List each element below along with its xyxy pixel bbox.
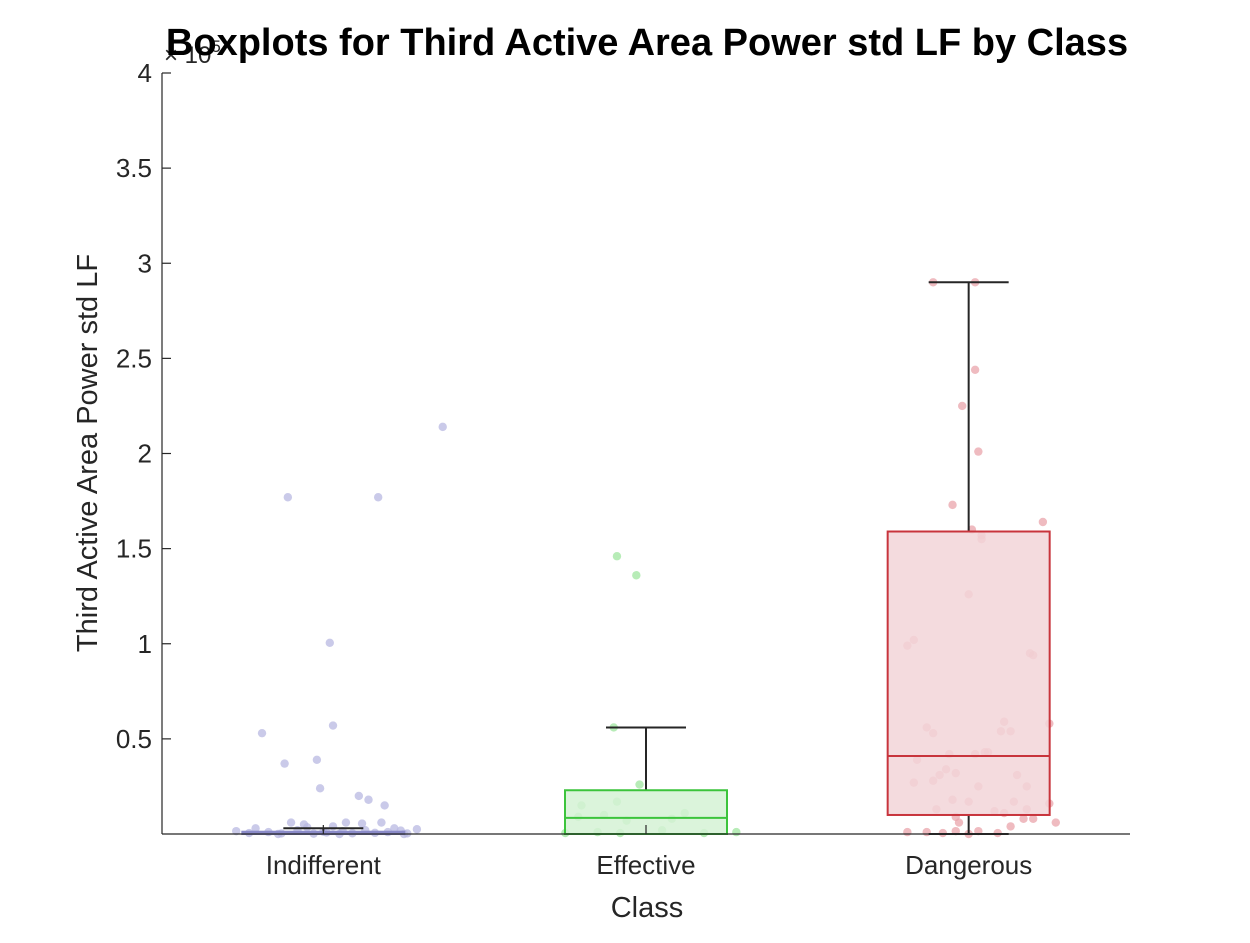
x-ticks: Indifferent Effective Dangerous bbox=[266, 825, 1032, 880]
data-point bbox=[373, 493, 383, 502]
data-point bbox=[970, 365, 980, 374]
data-point bbox=[312, 755, 322, 765]
y-exponent-base: × 10 bbox=[164, 42, 211, 69]
data-point bbox=[1029, 814, 1038, 823]
data-point bbox=[286, 818, 296, 827]
data-point bbox=[325, 638, 334, 647]
y-exponent-label: × 105 bbox=[164, 37, 221, 69]
data-point bbox=[1038, 517, 1048, 527]
chart-title: Boxplots for Third Active Area Power std… bbox=[166, 22, 1128, 64]
y-exponent-power: 5 bbox=[211, 37, 220, 56]
data-point bbox=[315, 784, 325, 793]
data-point bbox=[257, 728, 267, 738]
y-axis-label: Third Active Area Power std LF bbox=[72, 254, 104, 652]
data-point bbox=[364, 795, 373, 804]
data-point bbox=[280, 759, 289, 768]
data-point bbox=[377, 818, 386, 827]
x-tick-label: Effective bbox=[596, 850, 695, 880]
data-point bbox=[632, 571, 641, 580]
box-dangerous bbox=[886, 281, 1051, 835]
data-point bbox=[948, 500, 957, 510]
data-point bbox=[1006, 822, 1015, 831]
data-point bbox=[380, 801, 389, 810]
data-point bbox=[1051, 818, 1060, 827]
data-point bbox=[954, 818, 964, 827]
data-point bbox=[354, 791, 364, 801]
data-point bbox=[438, 422, 447, 432]
y-tick-label: 2 bbox=[138, 439, 152, 469]
x-tick-label: Indifferent bbox=[266, 850, 382, 880]
data-point bbox=[232, 826, 241, 836]
data-point bbox=[612, 552, 622, 561]
y-tick-label: 2.5 bbox=[116, 343, 152, 373]
y-tick-label: 1.5 bbox=[116, 534, 152, 564]
y-tick-label: 0.5 bbox=[116, 724, 152, 754]
data-point bbox=[732, 827, 741, 837]
data-point bbox=[412, 825, 422, 834]
y-tick-label: 3 bbox=[138, 248, 152, 278]
data-point bbox=[357, 819, 367, 828]
data-point bbox=[251, 824, 260, 833]
data-point bbox=[328, 822, 338, 831]
box-iqr bbox=[886, 530, 1051, 816]
y-ticks: 0.5 1 1.5 2 2.5 3 3.5 4 bbox=[116, 58, 171, 754]
x-axis-label: Class bbox=[611, 892, 684, 924]
data-point bbox=[922, 827, 931, 837]
data-point bbox=[328, 721, 338, 730]
x-tick-label: Dangerous bbox=[905, 850, 1032, 880]
data-point bbox=[283, 493, 293, 502]
data-point bbox=[341, 818, 351, 827]
y-tick-label: 4 bbox=[138, 58, 152, 88]
data-point bbox=[390, 824, 399, 833]
y-tick-label: 3.5 bbox=[116, 153, 152, 183]
data-point bbox=[974, 447, 983, 456]
data-point bbox=[903, 827, 912, 837]
data-point bbox=[1019, 814, 1028, 823]
data-point bbox=[635, 780, 644, 789]
y-tick-label: 1 bbox=[138, 629, 152, 659]
data-point bbox=[958, 401, 967, 411]
